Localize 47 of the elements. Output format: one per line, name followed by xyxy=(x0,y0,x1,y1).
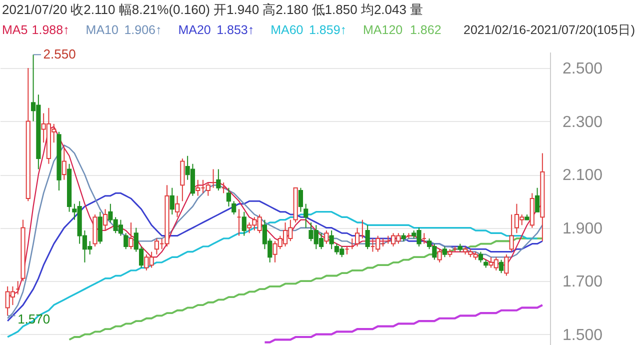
candlestick xyxy=(498,259,504,274)
candlestick xyxy=(534,187,540,212)
candlestick xyxy=(509,214,514,252)
text: 1.853↑ xyxy=(216,23,254,37)
candlestick xyxy=(442,246,448,258)
chart-title: 2021/07/20 收2.110 幅8.21%(0.160) 开1.940 高2.180 低1.850 均2.043 量 xyxy=(2,2,424,17)
candlestick xyxy=(242,211,246,236)
text: MA60 xyxy=(270,23,304,37)
candlestick xyxy=(124,232,128,250)
text: 1.988↑ xyxy=(32,23,70,37)
y-tick-label: 2.100 xyxy=(562,167,603,184)
text: MA10 xyxy=(86,23,118,37)
candlestick xyxy=(216,168,221,192)
candlestick xyxy=(304,203,308,228)
candlestick xyxy=(354,227,360,247)
candlestick xyxy=(128,222,134,250)
candlestick xyxy=(180,158,185,202)
y-tick-label: 2.500 xyxy=(562,60,603,78)
candlestick xyxy=(324,230,329,244)
annotation: 2.550 xyxy=(43,46,76,62)
y-tick-label: 1.700 xyxy=(562,274,603,291)
candlestick xyxy=(329,230,334,250)
candlestick xyxy=(298,187,304,212)
candlestick xyxy=(62,147,66,180)
line-series xyxy=(264,304,544,344)
candlestick xyxy=(174,195,180,218)
candlestick xyxy=(226,187,232,207)
candlestick xyxy=(154,238,160,255)
y-tick-label: 1.500 xyxy=(562,326,603,344)
y-tick-label: 2.300 xyxy=(562,114,603,131)
candlestick xyxy=(478,251,484,263)
text: 1.862 xyxy=(410,23,442,37)
line-series xyxy=(6,192,544,322)
y-tick-label: 1.900 xyxy=(562,220,603,238)
text: 1.906↑ xyxy=(124,23,162,37)
candlestick xyxy=(365,224,370,250)
text: 2021/02/16-2021/07/20(105日) xyxy=(464,23,635,37)
text: MA20 xyxy=(178,23,211,37)
text: MA5 xyxy=(2,23,28,37)
candlestick xyxy=(102,208,108,231)
candlestick xyxy=(98,211,102,244)
text: 1.859↑ xyxy=(309,23,347,37)
candlestick xyxy=(504,254,509,276)
candlestick xyxy=(170,187,174,215)
candlestick xyxy=(437,248,442,263)
candlestick xyxy=(232,200,236,215)
text: MA120 xyxy=(363,23,403,37)
